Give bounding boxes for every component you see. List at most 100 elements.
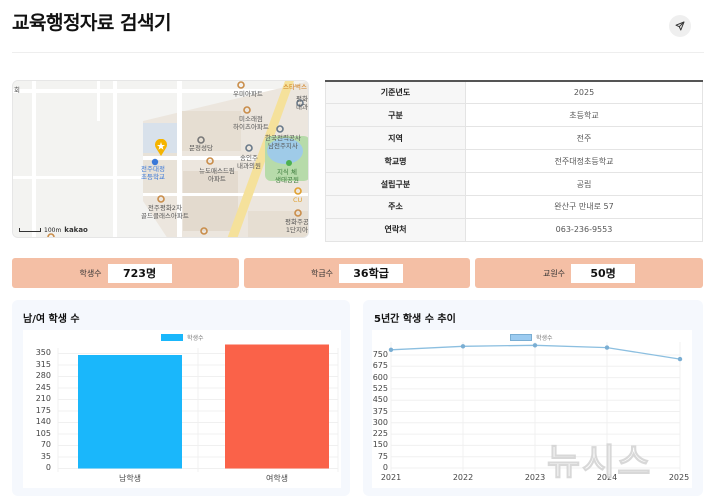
table-row: 학교명 전주대정초등학교 <box>325 149 703 174</box>
row-value: 전주 <box>465 126 703 151</box>
gender-chart-card: 남/여 학생 수 학생수 <box>12 300 350 496</box>
row-value: 초등학교 <box>465 103 703 128</box>
y-tick: 35 <box>40 451 51 461</box>
row-value: 063-236-9553 <box>465 218 703 242</box>
row-value: 완산구 만내로 57 <box>465 195 703 219</box>
x-tick: 남학생 <box>118 474 142 483</box>
stat-value: 36학급 <box>339 263 404 283</box>
y-tick: 300 <box>372 417 388 427</box>
y-tick: 600 <box>372 372 388 382</box>
table-row: 기준년도 2025 <box>325 81 703 105</box>
y-tick: 0 <box>45 463 51 472</box>
y-tick: 280 <box>35 371 51 380</box>
page-title: 교육행정자료 검색기 <box>12 12 171 34</box>
map-label-apt1: 우미아파트 <box>233 90 263 98</box>
row-key: 기준년도 <box>325 81 466 105</box>
row-value: 공립 <box>465 172 703 196</box>
chart-title: 5년간 학생 수 추이 <box>374 314 456 325</box>
legend-label: 학생수 <box>187 335 204 342</box>
map-label-cu: CU <box>293 196 303 204</box>
y-tick: 245 <box>35 382 51 392</box>
table-row: 지역 전주 <box>325 126 703 151</box>
scale-bar <box>19 228 41 232</box>
chart-title: 남/여 학생 수 <box>23 314 80 325</box>
line-chart: 학생수 <box>372 330 692 488</box>
y-tick: 525 <box>372 383 388 393</box>
row-key: 연락처 <box>325 218 466 242</box>
y-tick: 675 <box>372 361 388 371</box>
map-label-apt5: 평화주공그린 1단지아파트 <box>285 218 309 234</box>
school-info-table: 기준년도 2025 구분 초등학교 지역 전주 학교명 전주대정초등학교 설립구분 공립 … <box>325 80 703 242</box>
header-divider <box>12 52 704 53</box>
x-tick: 2024 <box>596 473 618 482</box>
table-row: 주소 완산구 만내로 57 <box>325 195 703 219</box>
row-key: 학교명 <box>325 149 466 174</box>
row-value: 2025 <box>465 81 703 105</box>
x-tick: 여학생 <box>265 474 289 483</box>
legend-label: 학생수 <box>536 335 553 342</box>
map-label-apt4: 전주평화2차 골드클래스아파트 <box>141 204 189 220</box>
bar-male <box>78 355 182 469</box>
paper-plane-icon <box>675 21 685 31</box>
stat-classes: 학급수 36학급 <box>244 258 470 288</box>
y-tick: 150 <box>372 440 388 450</box>
x-tick: 2022 <box>452 473 474 482</box>
stat-value: 723명 <box>107 263 172 283</box>
bar-chart-plot <box>57 344 339 472</box>
bar-chart: 학생수 350 315 280 <box>23 330 341 488</box>
stat-value: 50명 <box>571 263 636 283</box>
y-tick: 0 <box>382 463 388 472</box>
x-tick: 2021 <box>380 473 402 482</box>
y-tick: 450 <box>372 395 388 405</box>
legend-swatch <box>161 334 183 341</box>
school-map[interactable]: 전주대정 초등학교 문정성당 우미아파트 미소래점 하이츠아파트 뉴도매스드림 … <box>12 80 309 238</box>
map-label-apt3: 뉴도매스드림 아파트 <box>199 167 235 183</box>
y-tick: 70 <box>40 440 51 449</box>
stat-teachers: 교원수 50명 <box>475 258 703 288</box>
y-tick: 210 <box>35 394 51 403</box>
y-tick: 750 <box>372 350 388 359</box>
table-row: 구분 초등학교 <box>325 103 703 128</box>
map-label-starbucks: 스타벅스 <box>283 83 307 91</box>
map-label-edge-left: 회 <box>14 86 20 94</box>
x-tick: 2023 <box>524 473 546 482</box>
y-tick: 225 <box>372 429 388 439</box>
bar-female <box>225 344 329 469</box>
y-tick: 140 <box>35 417 51 426</box>
row-value: 전주대정초등학교 <box>465 149 703 174</box>
y-tick: 350 <box>35 348 51 357</box>
map-label-edge-right: 평화 내과 <box>296 95 308 111</box>
row-key: 주소 <box>325 195 466 219</box>
map-label-school: 전주대정 초등학교 <box>141 165 165 181</box>
app-header: 교육행정자료 검색기 <box>0 0 719 52</box>
chart-legend[interactable]: 학생수 <box>161 333 204 342</box>
y-tick: 175 <box>35 405 51 415</box>
trend-chart-card: 5년간 학생 수 추이 학생수 <box>363 300 703 496</box>
map-provider-logo: kakao <box>64 226 88 234</box>
map-label-apt2: 미소래점 하이츠아파트 <box>233 115 269 131</box>
table-row: 설립구분 공립 <box>325 172 703 196</box>
stat-label: 학급수 <box>310 268 334 278</box>
line-chart-plot <box>388 342 683 472</box>
y-tick: 75 <box>377 451 388 461</box>
scale-label: 100m <box>44 226 62 234</box>
legend-swatch <box>510 334 532 341</box>
row-key: 설립구분 <box>325 172 466 196</box>
map-label-park: 지식 체 생태공원 <box>275 168 299 184</box>
table-row: 연락처 063-236-9553 <box>325 218 703 242</box>
row-key: 구분 <box>325 103 466 128</box>
map-tiles <box>13 81 308 237</box>
map-scale: 100m kakao <box>19 226 88 234</box>
watermark: 뉴시스 <box>546 442 653 484</box>
y-tick: 315 <box>35 359 51 369</box>
map-label-church: 문정성당 <box>189 144 213 152</box>
chart-legend[interactable]: 학생수 <box>510 333 553 342</box>
x-tick: 2025 <box>668 473 690 482</box>
star-pin-icon[interactable] <box>154 139 168 157</box>
share-button[interactable] <box>669 15 691 37</box>
stat-label: 학생수 <box>79 268 102 278</box>
row-key: 지역 <box>325 126 466 151</box>
y-tick: 105 <box>35 428 51 438</box>
map-label-clinic: 송인주 내과의원 <box>237 154 261 170</box>
map-label-office: 한국전력공사 남전주지사 <box>265 134 301 150</box>
